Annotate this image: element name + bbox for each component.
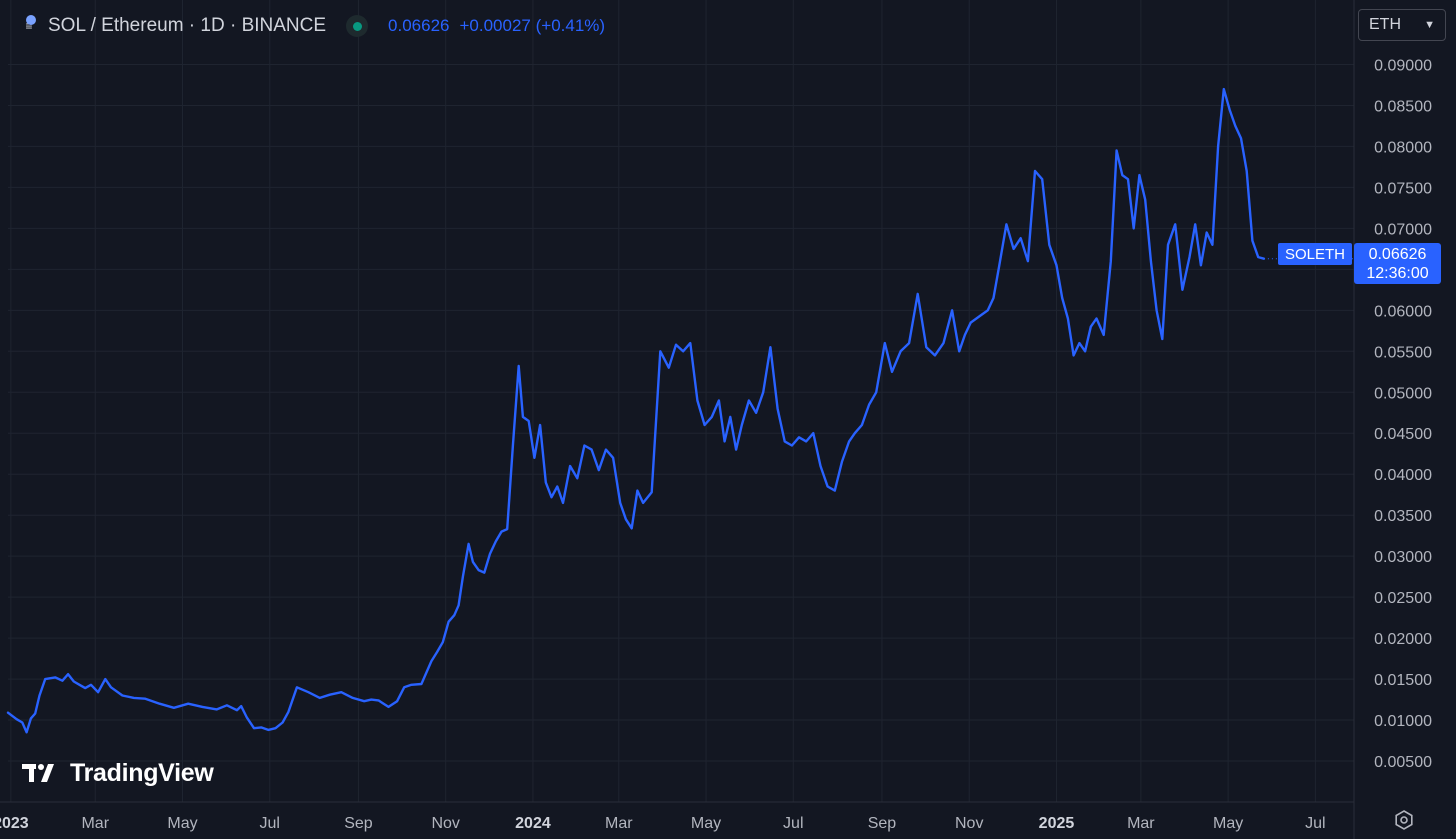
- y-tick-label: 0.08500: [1374, 98, 1432, 115]
- y-tick-label: 0.04000: [1374, 467, 1432, 484]
- x-tick-label: Mar: [81, 815, 109, 832]
- x-tick-label: Jul: [1305, 815, 1325, 832]
- y-tick-label: 0.02000: [1374, 631, 1432, 648]
- x-tick-label: 2023: [0, 815, 29, 832]
- y-tick-label: 0.01000: [1374, 713, 1432, 730]
- x-tick-label: Nov: [431, 815, 459, 832]
- bar-countdown: 12:36:00: [1366, 264, 1429, 282]
- series-layer: [6, 87, 1354, 734]
- x-tick-label: May: [691, 815, 721, 832]
- currency-select[interactable]: ETH ▼: [1358, 9, 1446, 41]
- y-tick-label: 0.03500: [1374, 508, 1432, 525]
- symbol-title[interactable]: SOL / Ethereum · 1D · BINANCE: [48, 15, 327, 36]
- symbol-icon[interactable]: ≡: [20, 15, 38, 37]
- x-tick-label: Sep: [344, 815, 373, 832]
- grid: [8, 0, 1354, 802]
- chevron-down-icon: ▼: [1424, 19, 1435, 31]
- market-status-icon[interactable]: [346, 15, 369, 37]
- x-tick-label: Mar: [1127, 815, 1155, 832]
- x-tick-label: May: [1213, 815, 1243, 832]
- x-tick-label: May: [167, 815, 197, 832]
- y-tick-label: 0.03000: [1374, 549, 1432, 566]
- x-tick-label: Jul: [260, 815, 280, 832]
- y-tick-label: 0.02500: [1374, 590, 1432, 607]
- y-tick-label: 0.05000: [1374, 385, 1432, 402]
- y-tick-label: 0.06000: [1374, 303, 1432, 320]
- chart-header: ≡ SOL / Ethereum · 1D · BINANCE 0.06626 …: [20, 12, 605, 40]
- settings-icon[interactable]: [1392, 808, 1416, 832]
- y-tick-label: 0.08000: [1374, 139, 1432, 156]
- x-tick-label: Jul: [783, 815, 803, 832]
- x-tick-label: Sep: [868, 815, 897, 832]
- last-price-label: 0.06626 12:36:00: [1354, 243, 1441, 284]
- tradingview-logo[interactable]: TradingView: [22, 756, 214, 790]
- y-tick-label: 0.01500: [1374, 672, 1432, 689]
- y-tick-label: 0.09000: [1374, 57, 1432, 74]
- tradingview-logo-icon: [22, 764, 54, 782]
- y-tick-label: 0.04500: [1374, 426, 1432, 443]
- x-tick-label: Nov: [955, 815, 983, 832]
- series-symbol-tag: SOLETH: [1278, 243, 1352, 265]
- series-line: [6, 87, 1266, 734]
- last-price-value: 0.06626: [1368, 245, 1427, 263]
- y-tick-label: 0.07000: [1374, 221, 1432, 238]
- header-change: +0.00027 (+0.41%): [459, 16, 606, 35]
- header-price: 0.06626: [388, 16, 450, 35]
- currency-select-value: ETH: [1369, 16, 1401, 33]
- logo-text: TradingView: [70, 758, 214, 787]
- y-tick-label: 0.05500: [1374, 344, 1432, 361]
- y-tick-label: 0.00500: [1374, 754, 1432, 771]
- x-tick-label: 2025: [1039, 815, 1075, 832]
- x-tick-label: 2024: [515, 815, 551, 832]
- y-tick-label: 0.07500: [1374, 180, 1432, 197]
- x-tick-label: Mar: [605, 815, 633, 832]
